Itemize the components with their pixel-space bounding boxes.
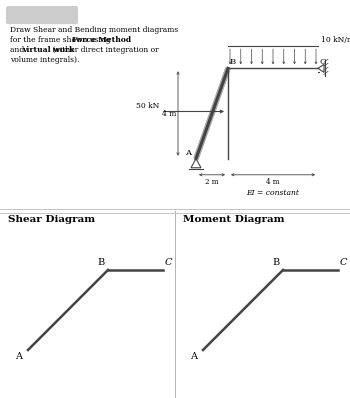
- Text: B: B: [273, 258, 280, 267]
- Text: Draw Shear and Bending moment diagrams: Draw Shear and Bending moment diagrams: [10, 26, 178, 34]
- Text: 10 kN/m: 10 kN/m: [321, 36, 350, 44]
- Polygon shape: [318, 64, 324, 72]
- Polygon shape: [191, 159, 201, 168]
- Text: B: B: [230, 58, 236, 66]
- Text: 2 m: 2 m: [205, 178, 219, 186]
- Text: A: A: [185, 149, 191, 157]
- Text: C: C: [340, 258, 348, 267]
- Text: 4 m: 4 m: [266, 178, 280, 186]
- Text: C: C: [320, 58, 326, 66]
- Text: virtual work: virtual work: [22, 46, 74, 54]
- Text: Force Method: Force Method: [72, 36, 131, 44]
- Text: 50 kN: 50 kN: [136, 103, 159, 111]
- FancyBboxPatch shape: [6, 6, 78, 24]
- Text: B: B: [98, 258, 105, 267]
- Text: A: A: [190, 352, 197, 361]
- Text: Moment Diagram: Moment Diagram: [183, 215, 285, 224]
- Text: C: C: [165, 258, 173, 267]
- Text: EI = constant: EI = constant: [246, 189, 300, 197]
- Text: and: and: [10, 46, 27, 54]
- Text: A: A: [15, 352, 22, 361]
- Text: 4 m: 4 m: [162, 109, 176, 117]
- Text: (either direct integration or: (either direct integration or: [50, 46, 159, 54]
- Text: volume integrals).: volume integrals).: [10, 56, 79, 64]
- Text: Shear Diagram: Shear Diagram: [8, 215, 95, 224]
- Text: for the frame shown using: for the frame shown using: [10, 36, 113, 44]
